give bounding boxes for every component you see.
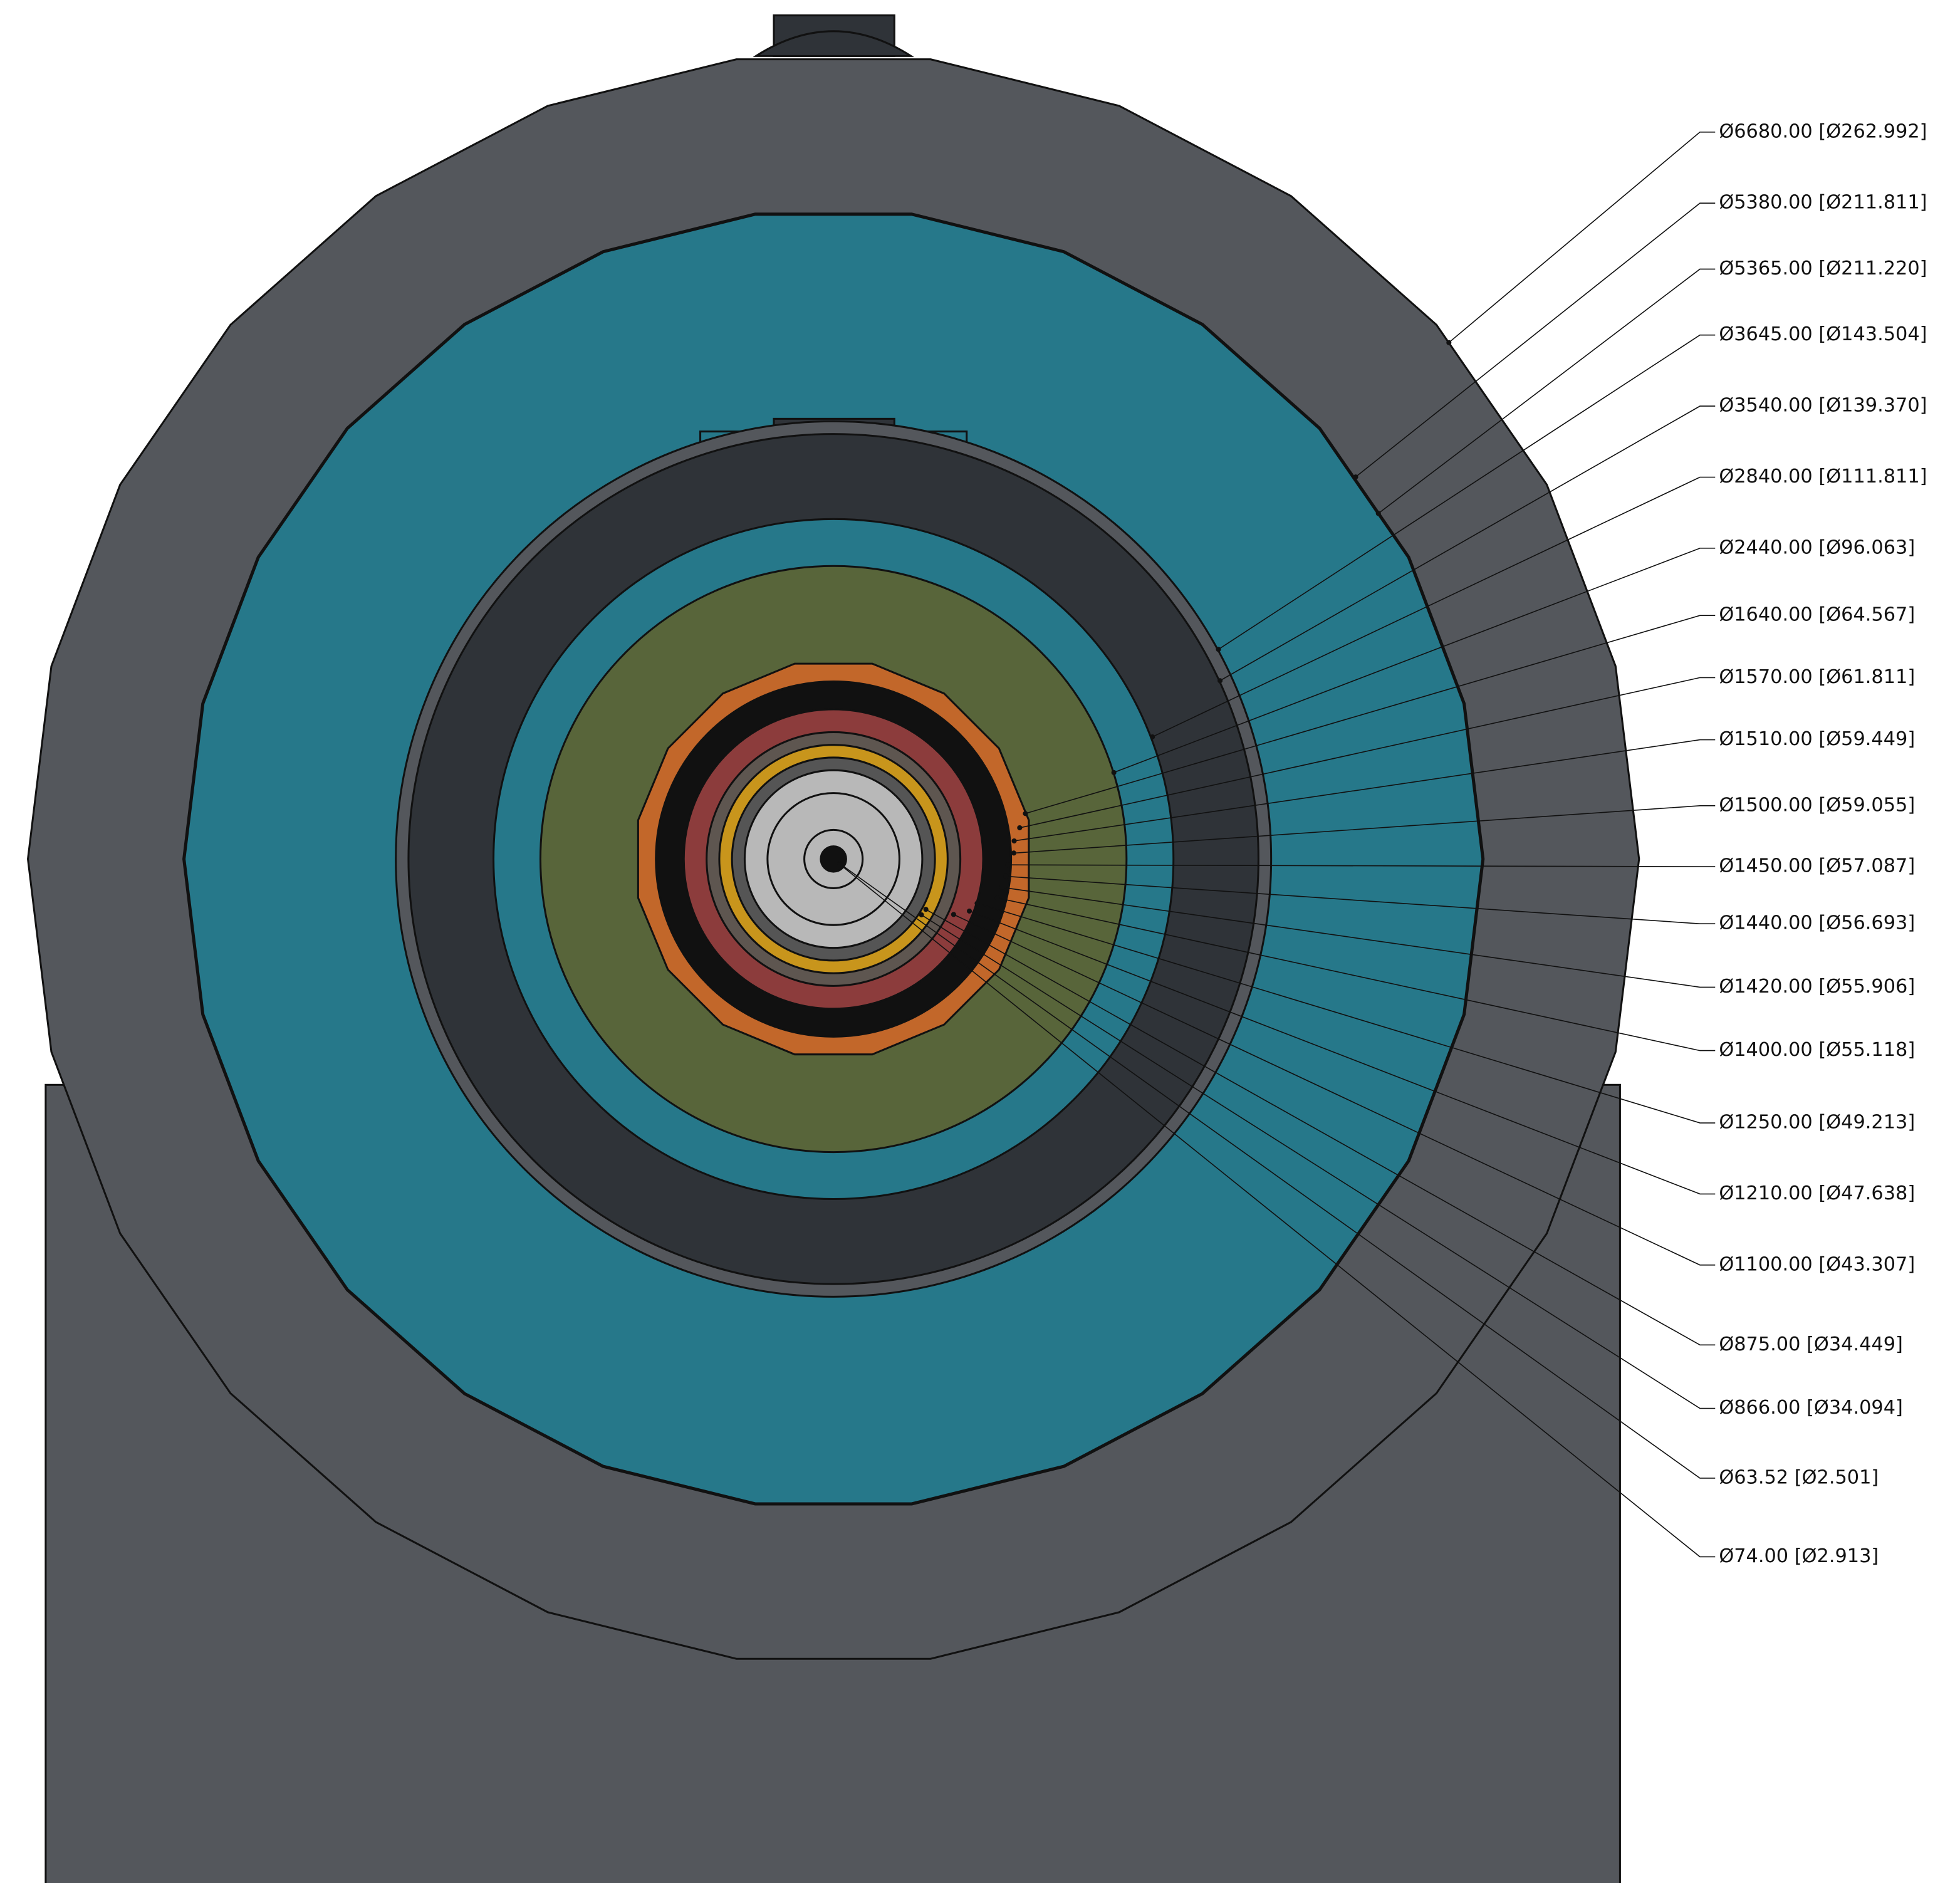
leader-arrow	[994, 895, 1000, 900]
leader-arrow	[1011, 850, 1016, 856]
leader-arrow	[999, 884, 1004, 890]
leader-arrow	[1150, 734, 1155, 740]
dimension-label: Ø1510.00 [Ø59.449]	[1719, 728, 1915, 750]
dimension-label: Ø2840.00 [Ø111.811]	[1719, 466, 1927, 488]
leader-line	[1008, 864, 1716, 867]
leader-line	[1025, 615, 1716, 814]
leader-line	[1448, 131, 1716, 343]
leader-line	[839, 863, 1716, 1479]
leader-line	[1013, 805, 1716, 854]
leader-arrow	[1111, 769, 1117, 775]
leader-line	[1019, 677, 1716, 828]
leader-line	[1219, 405, 1716, 681]
leader-arrow	[966, 908, 972, 914]
center	[820, 845, 847, 873]
dimension-label: Ø1500.00 [Ø59.055]	[1719, 794, 1915, 816]
leader-line	[1355, 202, 1716, 477]
dimension-label: Ø875.00 [Ø34.449]	[1719, 1333, 1903, 1355]
dimension-label: Ø1250.00 [Ø49.213]	[1719, 1112, 1915, 1134]
leader-line	[921, 914, 1716, 1409]
leader-line	[977, 902, 1716, 1124]
dimension-label: Ø6680.00 [Ø262.992]	[1719, 120, 1927, 142]
dimension-label: Ø1640.00 [Ø64.567]	[1719, 604, 1915, 626]
dimension-label: Ø1450.00 [Ø57.087]	[1719, 855, 1915, 877]
leader-arrow	[1017, 825, 1023, 831]
leader-arrow	[923, 907, 929, 912]
leader-line	[925, 909, 1716, 1346]
dimension-label: Ø1100.00 [Ø43.307]	[1719, 1253, 1915, 1275]
leader-line	[1014, 739, 1716, 842]
leader-arrow	[1375, 511, 1381, 516]
dimension-label: Ø1440.00 [Ø56.693]	[1719, 912, 1915, 934]
dimensions: Ø6680.00 [Ø262.992] Ø5380.00 [Ø211.811] Ø5…	[837, 120, 1927, 1567]
leader-line	[1152, 476, 1716, 738]
dimension-label: Ø866.00 [Ø34.094]	[1719, 1397, 1903, 1419]
dimension-label: Ø5365.00 [Ø211.220]	[1719, 258, 1927, 279]
leader-arrow	[974, 900, 980, 906]
leader-line	[1001, 887, 1716, 988]
dimension-label: Ø3540.00 [Ø139.370]	[1719, 395, 1927, 417]
leader-line	[969, 910, 1716, 1195]
leader-arrow	[837, 862, 843, 868]
leader-arrow	[919, 912, 924, 917]
leader-arrow	[1353, 474, 1358, 480]
leader-line	[997, 897, 1716, 1051]
core-line	[766, 792, 900, 926]
leader-arrow	[1216, 647, 1221, 652]
dimension-label: Ø63.52 [Ø2.501]	[1719, 1466, 1879, 1488]
dimension-label: Ø1420.00 [Ø55.906]	[1719, 976, 1915, 998]
leader-arrow	[1217, 678, 1223, 684]
leader-arrow	[951, 912, 956, 917]
leader-arrow	[1005, 862, 1011, 868]
leader-arrow	[1011, 838, 1017, 844]
dimension-label: Ø1400.00 [Ø55.118]	[1719, 1039, 1915, 1061]
leader-line	[953, 914, 1716, 1266]
leader-arrow	[1446, 340, 1452, 345]
leader-line	[1006, 875, 1716, 924]
geometry	[27, 14, 1640, 1883]
core-line	[803, 828, 864, 889]
dimension-label: Ø3645.00 [Ø143.504]	[1719, 323, 1927, 345]
dimension-label: Ø2440.00 [Ø96.063]	[1719, 536, 1915, 558]
leader-arrow	[1003, 874, 1009, 879]
leader-line	[1218, 334, 1716, 650]
top-dome	[753, 30, 914, 57]
dimension-label: Ø5380.00 [Ø211.811]	[1719, 192, 1927, 214]
dimension-label: Ø1210.00 [Ø47.638]	[1719, 1182, 1915, 1204]
leader-line	[1378, 268, 1716, 514]
leader-line	[840, 864, 1716, 1558]
leader-arrow	[1023, 811, 1028, 816]
dimension-label: Ø1570.00 [Ø61.811]	[1719, 666, 1915, 688]
leader-line	[1113, 548, 1716, 773]
dimension-label: Ø74.00 [Ø2.913]	[1719, 1545, 1879, 1567]
